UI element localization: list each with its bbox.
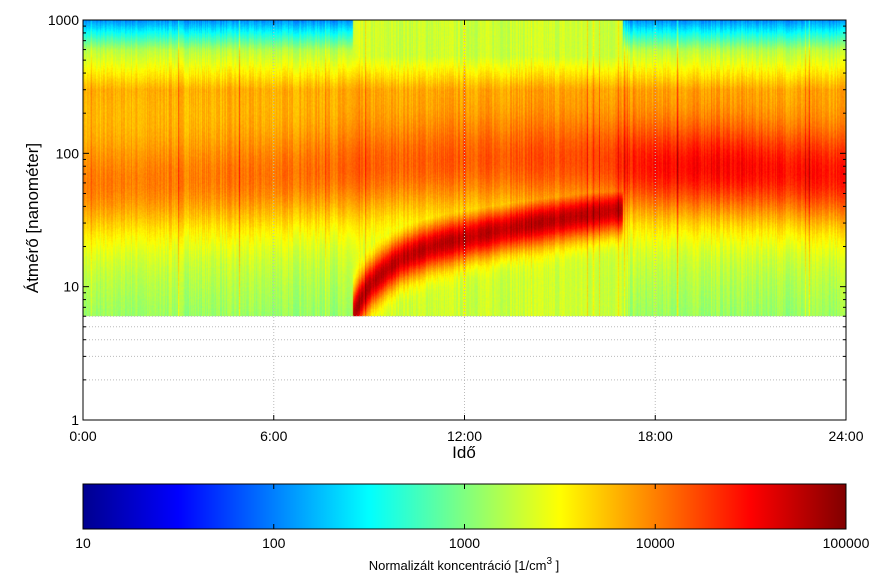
- colorbar-tick-label: 100: [262, 535, 286, 551]
- y-axis-label: Átmérő [nanométer]: [23, 143, 42, 293]
- colorbar-tick-label: 10000: [636, 535, 675, 551]
- y-tick-label: 10: [63, 279, 79, 295]
- x-axis-label: Idő: [452, 443, 476, 462]
- x-tick-label: 24:00: [828, 428, 863, 444]
- heatmap-image: [83, 20, 846, 317]
- y-tick-label: 1: [71, 412, 79, 428]
- x-tick-label: 0:00: [69, 428, 96, 444]
- x-tick-label: 18:00: [638, 428, 673, 444]
- colorbar-tick-label: 100000: [823, 535, 870, 551]
- heatmap: [83, 20, 846, 317]
- y-tick-label: 1000: [48, 12, 79, 28]
- colorbar: [82, 483, 847, 530]
- colorbar-tick-label: 1000: [449, 535, 480, 551]
- x-tick-label: 6:00: [260, 428, 287, 444]
- x-axis: 0:00 6:00 12:00 18:00 24:00: [69, 20, 864, 444]
- colorbar-label-suffix: ]: [552, 558, 559, 573]
- x-tick-label: 12:00: [447, 428, 482, 444]
- y-axis: 1 10 100 1000: [48, 12, 846, 428]
- colorbar-label: Normalizált koncentráció [1/cm3 ]: [369, 556, 560, 573]
- grid-lines: [83, 20, 846, 420]
- colorbar-label-superscript: 3: [546, 556, 552, 567]
- colorbar-ticks: 10 100 1000 10000 100000: [75, 484, 870, 551]
- colorbar-tick-label: 10: [75, 535, 91, 551]
- y-tick-label: 100: [56, 145, 80, 161]
- colorbar-label-main: Normalizált koncentráció [1/cm: [369, 558, 547, 573]
